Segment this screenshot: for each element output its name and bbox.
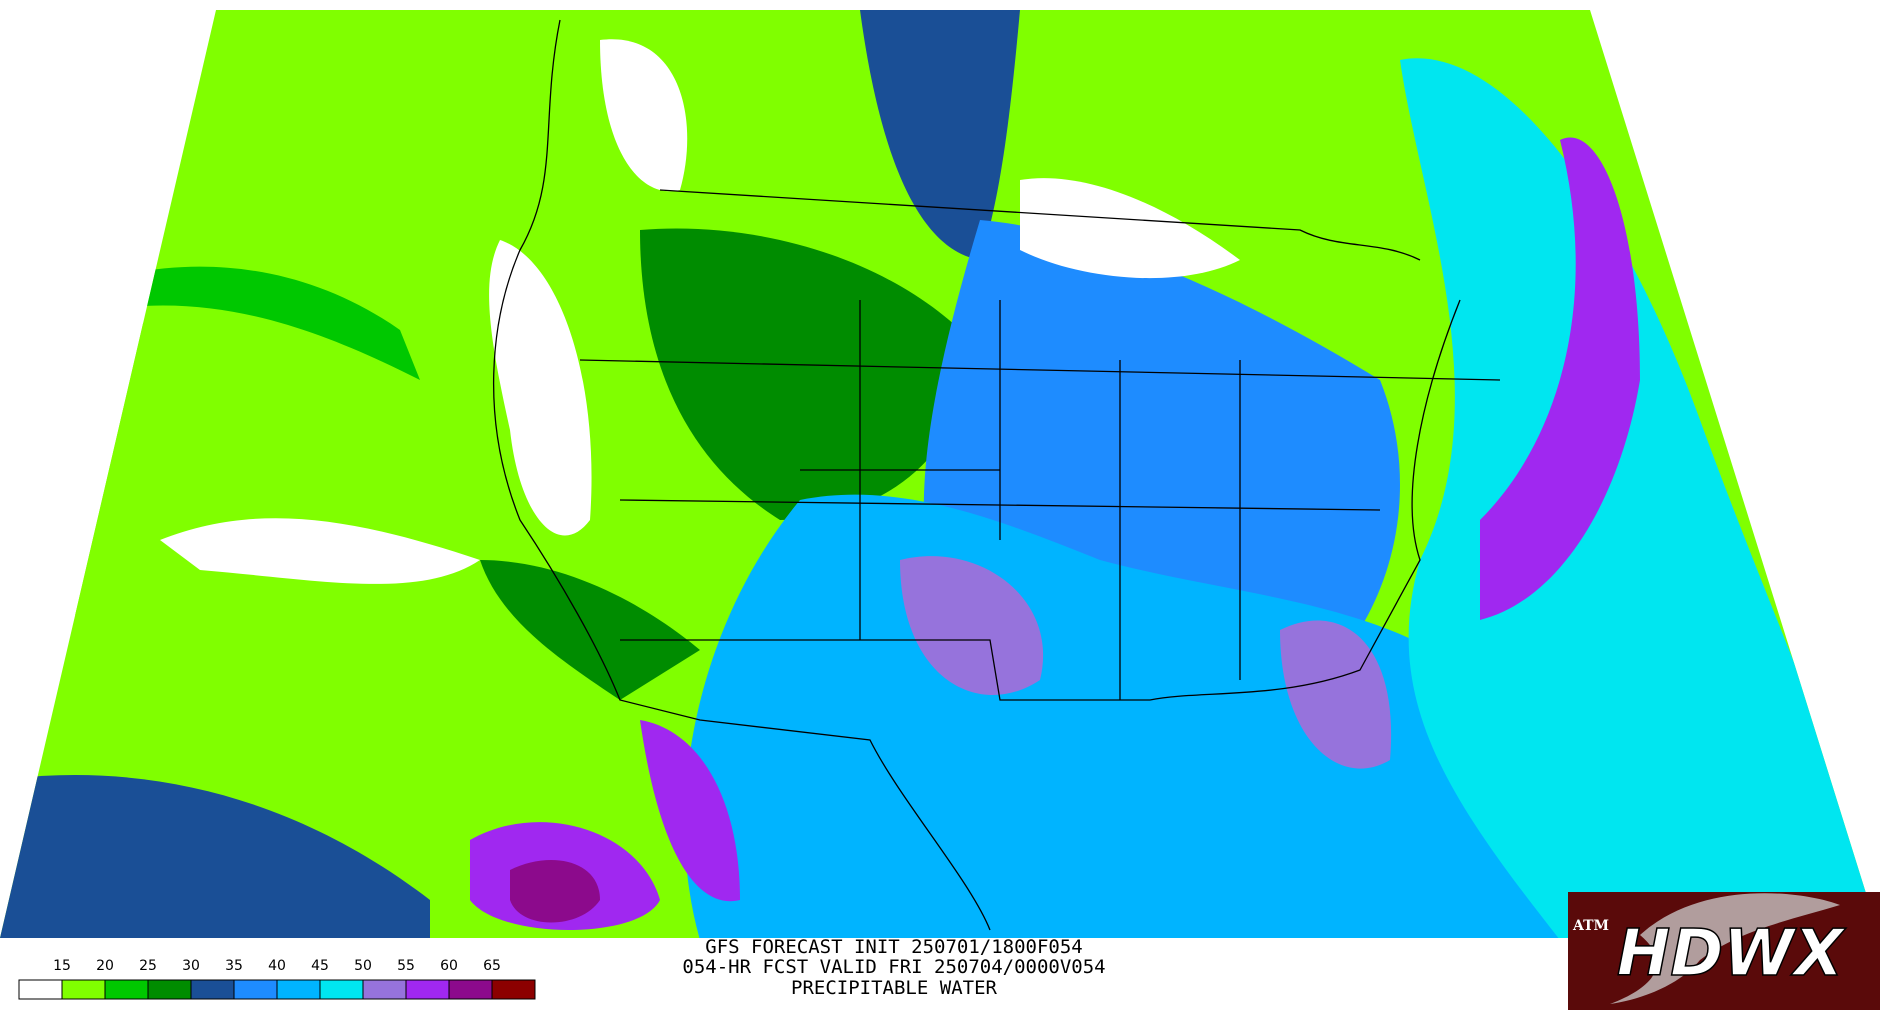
field-lavender [900,556,1044,695]
precip-field [0,10,1880,938]
legend-label: 15 [53,958,71,974]
field-darkgreen [640,228,980,520]
field-white [160,518,480,584]
boundaries [492,19,1501,931]
field-darkgreen [480,560,700,700]
legend-label: 50 [354,958,372,974]
header-line: PRECIPITABLE WATER [791,977,997,999]
field-white [600,39,688,192]
legend: 15 20 25 30 35 40 45 50 55 60 65 [18,958,536,1000]
legend-swatch [233,979,278,1000]
legend-swatch [18,979,63,1000]
legend-swatch [276,979,321,1000]
legend-label: 60 [440,958,458,974]
header-line: 054-HR FCST VALID FRI 250704/0000V054 [682,956,1105,978]
legend-swatch [61,979,106,1000]
legend-swatch [405,979,450,1000]
field-darkblue [860,10,1020,260]
legend-swatch [319,979,364,1000]
field-green [60,266,420,380]
legend-label: 65 [483,958,501,974]
legend-swatch [448,979,493,1000]
field-magenta [510,860,600,923]
field-white [1020,178,1240,279]
logo-name: HDWX [1617,917,1846,991]
header-line: GFS FORECAST INIT 250701/1800F054 [705,936,1083,958]
legend-label: 40 [268,958,286,974]
legend-label: 45 [311,958,329,974]
logo-emblem: ATM [1572,918,1609,934]
logo-swirl [1610,893,1840,1004]
logo: ATM HDWX [1568,892,1880,1010]
legend-swatch [190,979,235,1000]
legend-label: 25 [139,958,157,974]
field-darkblue [0,775,430,938]
legend-swatch [104,979,149,1000]
legend-swatch [147,979,192,1000]
legend-label: 35 [225,958,243,974]
legend-label: 30 [182,958,200,974]
field-purple [640,720,740,902]
legend-label: 55 [397,958,415,974]
legend-label: 20 [96,958,114,974]
field-lavender [1280,620,1392,769]
field-purple [1480,137,1640,620]
legend-swatch [362,979,407,1000]
header: GFS FORECAST INIT 250701/1800F054 054-HR… [682,936,1105,999]
legend-swatch [491,979,536,1000]
field-cyan [1400,58,1880,938]
field-white [489,240,592,536]
